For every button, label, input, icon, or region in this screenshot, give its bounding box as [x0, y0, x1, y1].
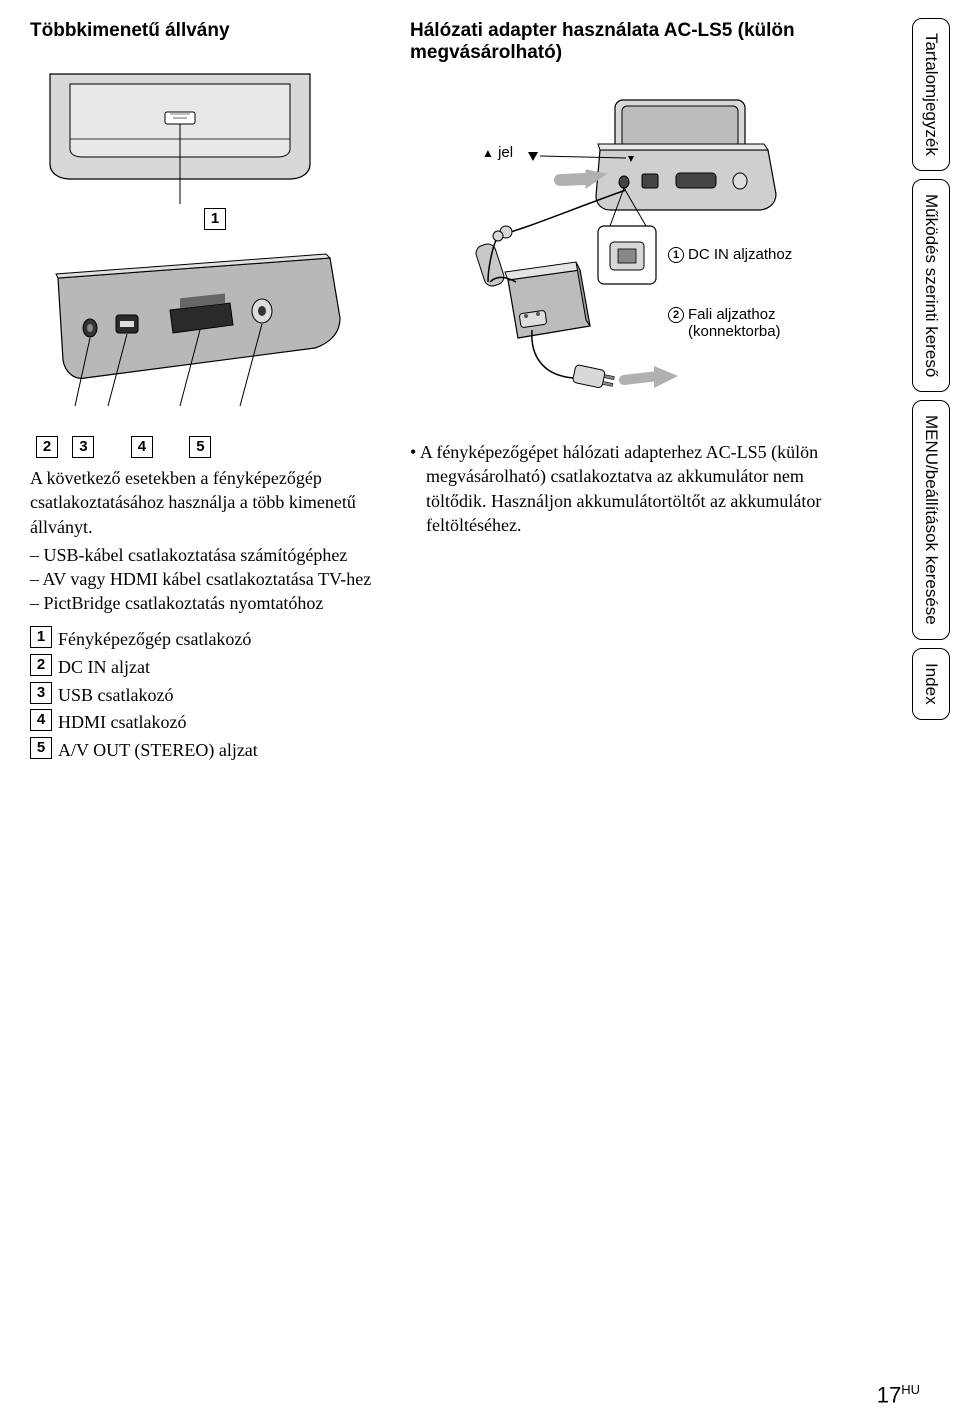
left-intro: A következő esetekben a fényképezőgép cs… [30, 466, 400, 539]
side-tabs: Tartalomjegyzék Működés szerinti kereső … [912, 18, 950, 720]
cradle-top-illustration: 1 [30, 54, 400, 230]
callout-1: 1 [204, 208, 226, 230]
adapter-diagram: ▲ jel 1DC IN aljzathoz 2Fali aljzathoz (… [410, 76, 830, 416]
callout-row: 2 3 4 5 [36, 436, 400, 458]
right-note: A fényképezőgépet hálózati adapterhez AC… [410, 440, 830, 537]
tab-index[interactable]: Index [912, 648, 950, 720]
legend-list: 1Fényképezőgép csatlakozó 2DC IN aljzat … [30, 626, 400, 765]
dc-in-label: 1DC IN aljzathoz [668, 246, 792, 263]
left-heading: Többkimenetű állvány [30, 20, 400, 42]
page-number: 17HU [877, 1382, 920, 1408]
wall-label: 2Fali aljzathoz (konnektorba) [668, 306, 781, 340]
tab-operation-search[interactable]: Működés szerinti kereső [912, 179, 950, 392]
tab-menu-settings[interactable]: MENU/beállítások keresése [912, 400, 950, 640]
cradle-rear-illustration [30, 248, 400, 418]
right-heading: Hálózati adapter használata AC-LS5 (külö… [410, 20, 830, 64]
dash-list: USB-kábel csatlakoztatása számítógéphez … [30, 543, 400, 616]
tab-toc[interactable]: Tartalomjegyzék [912, 18, 950, 171]
jel-label: ▲ jel [482, 144, 513, 161]
